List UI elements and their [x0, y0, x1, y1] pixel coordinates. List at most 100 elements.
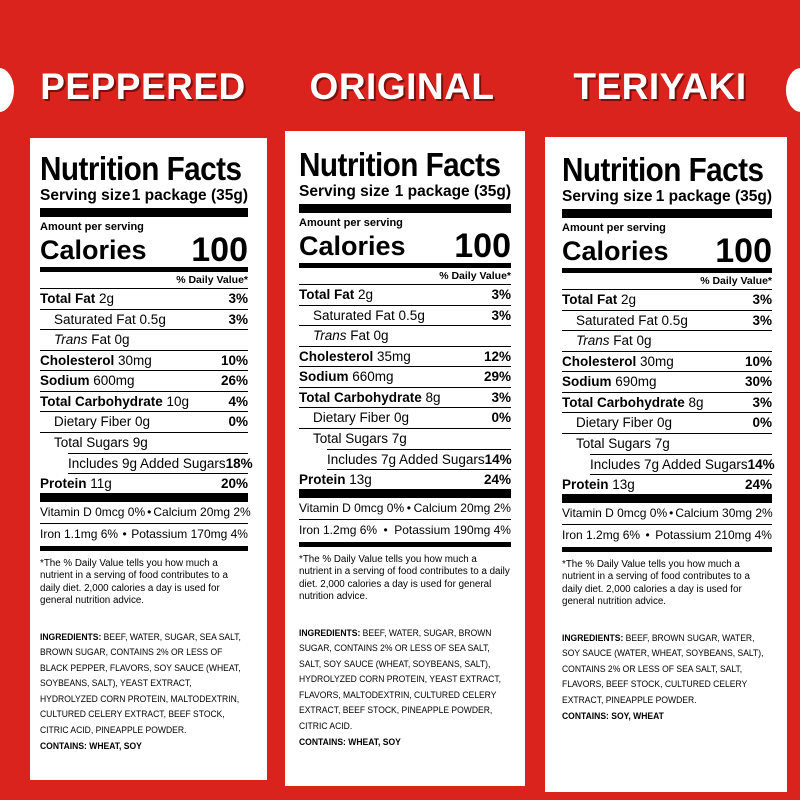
iron-potassium-row: Iron 1.1mg 6% • Potassium 170mg 4%: [40, 524, 248, 551]
calories-value: 100: [454, 227, 511, 265]
protein-label: Protein: [40, 475, 87, 491]
sodium-row: Sodium 690mg 30%: [562, 372, 772, 393]
trans-fat-row: Trans Fat 0g: [562, 331, 772, 352]
added-sugars-label: Includes 9g Added Sugars: [68, 455, 226, 471]
total-carbohydrate-row: Total Carbohydrate 8g 3%: [299, 388, 511, 408]
cholesterol-row: Cholesterol 35mg 12%: [299, 347, 511, 367]
sodium-amount: 600mg: [93, 373, 135, 389]
protein-percent: 20%: [220, 475, 248, 491]
ingredients-label: INGREDIENTS:: [562, 632, 624, 643]
sodium-percent: 26%: [220, 373, 248, 389]
dietary-fiber-label: Dietary Fiber 0g: [54, 414, 151, 430]
flavor-heading-original: ORIGINAL: [309, 66, 495, 107]
trans-fat-amount: Fat 0g: [609, 333, 652, 349]
allergen-contains: CONTAINS: WHEAT, SOY: [299, 737, 401, 747]
protein-percent: 24%: [744, 476, 772, 492]
calcium-value: Calcium 20mg 2%: [153, 504, 251, 519]
total-fat-amount: 2g: [99, 291, 115, 307]
ingredients-list: INGREDIENTS: BEEF, BROWN SUGAR, WATER, S…: [562, 631, 771, 709]
calories-value: 100: [715, 232, 772, 270]
nutrition-facts-peppered: Nutrition Facts Serving size 1 package (…: [40, 152, 253, 754]
trans-fat-amount: Fat 0g: [87, 332, 130, 348]
total-carbohydrate-row: Total Carbohydrate 8g 3%: [562, 393, 772, 413]
allergen-contains: CONTAINS: SOY, WHEAT: [562, 711, 664, 721]
total-carbohydrate-amount: 10g: [166, 393, 190, 409]
saturated-fat-row: Saturated Fat 0.5g 3%: [40, 310, 248, 330]
total-carbohydrate-percent: 3%: [491, 389, 511, 405]
flavor-heading-peppered: PEPPERED: [40, 66, 246, 107]
sodium-amount: 690mg: [615, 374, 657, 390]
daily-value-footnote: *The % Daily Value tells you how much a …: [562, 558, 750, 608]
sodium-percent: 30%: [744, 374, 772, 390]
label-panel-teriyaki: [545, 137, 787, 792]
ingredients-list: INGREDIENTS: BEEF, WATER, SUGAR, BROWN S…: [299, 626, 510, 735]
saturated-fat-label: Saturated Fat 0.5g: [313, 307, 425, 323]
saturated-fat-row: Saturated Fat 0.5g 3%: [299, 306, 511, 326]
total-sugars-row: Total Sugars 7g: [299, 429, 511, 450]
daily-value-footnote: *The % Daily Value tells you how much a …: [299, 553, 510, 603]
calories-label: Calories: [299, 231, 406, 261]
vitamin-d-value: Vitamin D 0mcg 0%: [299, 500, 405, 515]
calories-label: Calories: [40, 235, 147, 265]
dietary-fiber-percent: 0%: [491, 410, 511, 426]
cholesterol-percent: 10%: [220, 352, 248, 368]
nutrition-facts-teriyaki: Nutrition Facts Serving size 1 package (…: [562, 151, 775, 724]
saturated-fat-percent: 3%: [228, 311, 248, 327]
dietary-fiber-label: Dietary Fiber 0g: [313, 410, 410, 426]
bullet-separator: •: [147, 504, 152, 519]
label-panel-peppered: [30, 138, 267, 780]
cholesterol-percent: 12%: [483, 348, 511, 364]
vitamin-d-value: Vitamin D 0mcg 0%: [562, 505, 668, 520]
added-sugars-row: Includes 7g Added Sugars 14%: [590, 454, 775, 475]
total-carbohydrate-label: Total Carbohydrate: [562, 394, 685, 410]
sodium-percent: 29%: [483, 369, 511, 385]
daily-value-header: % Daily Value*: [40, 272, 248, 289]
bullet-separator: •: [406, 500, 411, 515]
total-sugars-label: Total Sugars 7g: [313, 431, 407, 447]
serving-size-label: Serving size: [40, 187, 131, 204]
trans-fat-amount: Fat 0g: [346, 328, 389, 344]
total-fat-label: Total Fat: [299, 287, 355, 303]
added-sugars-percent: 14%: [747, 456, 775, 472]
total-fat-percent: 3%: [491, 287, 511, 303]
flavor-heading-teriyaki: TERIYAKI: [573, 66, 747, 107]
saturated-fat-label: Saturated Fat 0.5g: [54, 311, 166, 327]
saturated-fat-percent: 3%: [491, 307, 511, 323]
ingredients-label: INGREDIENTS:: [40, 631, 102, 642]
dietary-fiber-label: Dietary Fiber 0g: [576, 415, 673, 431]
sodium-row: Sodium 600mg 26%: [40, 371, 248, 392]
total-sugars-label: Total Sugars 7g: [576, 436, 670, 452]
serving-size-value: 1 package (35g): [655, 188, 772, 205]
allergen-contains: CONTAINS: WHEAT, SOY: [40, 741, 142, 751]
protein-row: Protein 11g 20%: [40, 474, 248, 502]
total-fat-row: Total Fat 2g 3%: [40, 289, 248, 310]
protein-row: Protein 13g 24%: [299, 470, 511, 498]
protein-amount: 13g: [612, 476, 635, 492]
calories-row: Calories 100: [562, 234, 772, 273]
nutrition-facts-title: Nutrition Facts: [562, 151, 764, 188]
added-sugars-row: Includes 9g Added Sugars 18%: [68, 453, 253, 474]
cholesterol-amount: 35mg: [377, 348, 411, 364]
serving-size-row: Serving size 1 package (35g): [40, 186, 248, 217]
serving-size-row: Serving size 1 package (35g): [562, 187, 772, 218]
potassium-value: Potassium 170mg 4%: [131, 526, 248, 541]
added-sugars-label: Includes 7g Added Sugars: [590, 456, 748, 472]
calories-value: 100: [191, 231, 248, 269]
nutrition-facts-title: Nutrition Facts: [299, 146, 501, 183]
total-fat-row: Total Fat 2g 3%: [299, 285, 511, 306]
sodium-label: Sodium: [40, 373, 90, 389]
cholesterol-amount: 30mg: [640, 353, 674, 369]
total-fat-percent: 3%: [228, 291, 248, 307]
total-fat-amount: 2g: [621, 292, 637, 308]
protein-amount: 11g: [90, 475, 112, 491]
vitamin-d-value: Vitamin D 0mcg 0%: [40, 504, 146, 519]
added-sugars-row: Includes 7g Added Sugars 14%: [327, 449, 512, 470]
sodium-amount: 660mg: [352, 369, 394, 385]
total-carbohydrate-row: Total Carbohydrate 10g 4%: [40, 392, 248, 412]
protein-label: Protein: [562, 476, 609, 492]
trans-fat-label: Trans: [313, 328, 347, 344]
protein-row: Protein 13g 24%: [562, 475, 772, 503]
saturated-fat-label: Saturated Fat 0.5g: [576, 312, 688, 328]
amount-per-serving: Amount per serving: [40, 221, 144, 233]
iron-potassium-row: Iron 1.2mg 6% • Potassium 190mg 4%: [299, 520, 511, 547]
